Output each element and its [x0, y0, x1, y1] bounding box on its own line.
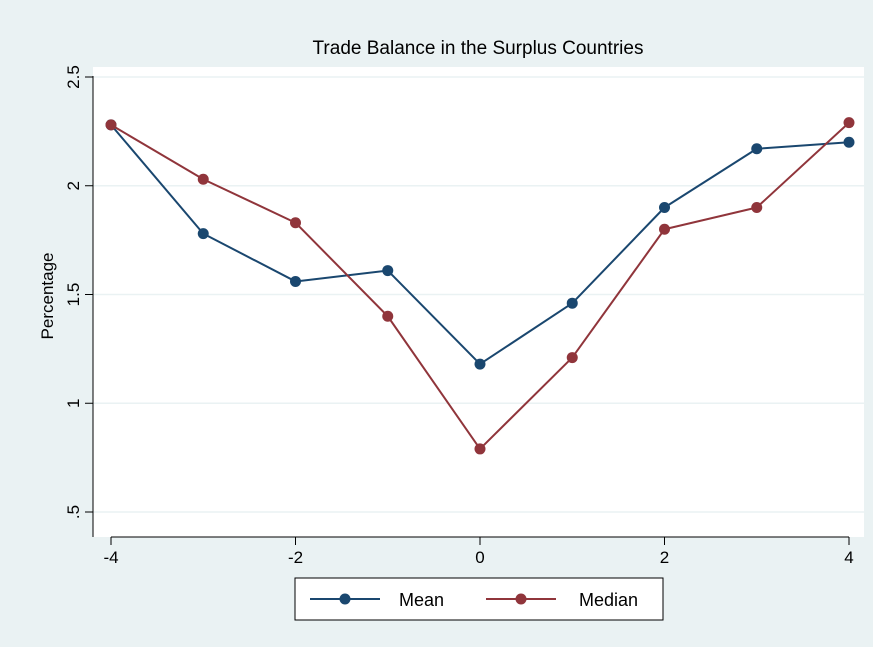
- median-point: [105, 119, 117, 131]
- chart-title: Trade Balance in the Surplus Countries: [313, 38, 644, 59]
- median-point: [474, 443, 486, 455]
- legend-mean-marker: [339, 593, 351, 605]
- y-tick-label: 2.5: [64, 65, 83, 89]
- series-layer: [105, 117, 855, 455]
- mean-point: [843, 136, 855, 148]
- median-point: [382, 310, 394, 322]
- mean-point: [751, 143, 763, 155]
- x-tick-label: 2: [660, 548, 669, 567]
- median-point: [566, 352, 578, 364]
- grid-lines: [93, 76, 864, 513]
- x-tick-label: -4: [103, 548, 118, 567]
- mean-point: [659, 202, 670, 213]
- mean-point: [197, 228, 209, 240]
- mean-point: [290, 275, 301, 287]
- legend-median-label: Median: [579, 590, 638, 610]
- series-median: [105, 117, 855, 455]
- plot-area: [93, 67, 864, 537]
- y-axis-label: Percentage: [38, 253, 57, 340]
- y-tick-label: 2: [64, 181, 83, 190]
- x-tick-label: 4: [844, 548, 853, 567]
- y-tick-label: .5: [64, 505, 83, 519]
- mean-point: [382, 265, 394, 277]
- legend-mean-label: Mean: [399, 590, 444, 610]
- x-tick-label: 0: [475, 548, 484, 567]
- median-point: [751, 202, 763, 213]
- y-tick-label: 1: [64, 399, 83, 408]
- median-point: [843, 117, 855, 129]
- median-point: [659, 223, 670, 235]
- series-mean: [105, 119, 855, 370]
- legend-median-marker: [515, 593, 527, 605]
- axes: .5 1 1.5 2 2.5 -4 -2 0 2 4: [64, 65, 854, 567]
- mean-point: [566, 297, 578, 309]
- legend: Mean Median: [294, 577, 664, 621]
- median-point: [197, 173, 209, 185]
- x-tick-label: -2: [288, 548, 303, 567]
- mean-point: [474, 358, 486, 370]
- y-tick-label: 1.5: [64, 283, 83, 307]
- median-point: [290, 217, 301, 229]
